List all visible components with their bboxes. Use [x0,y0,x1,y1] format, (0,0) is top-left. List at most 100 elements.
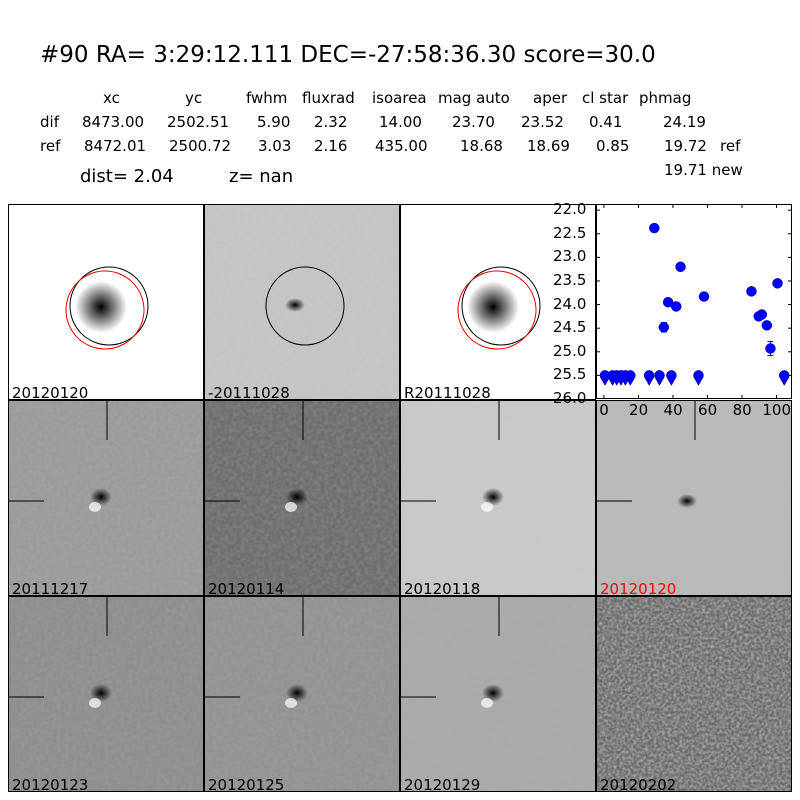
cutout-image [401,597,595,791]
cell-dif-0: 8473.00 [82,113,145,131]
light-curve-plot [596,204,792,400]
cell-ref-4: 435.00 [375,137,428,155]
cutout-panel: R20111028 [400,204,596,400]
cell-ref-5: 18.68 [460,137,503,155]
cutout-image [9,597,203,791]
panel-date-label: 20120114 [208,580,285,596]
panel-date-label: 20120125 [208,776,285,792]
panel-date-label: 20120120 [600,580,677,596]
cell-ref-0: 8472.01 [84,137,147,155]
panel-date-label: 20120118 [404,580,481,596]
cell-ref-3: 2.16 [314,137,348,155]
detection-point [746,286,757,297]
y-tick-label: 24.0 [553,294,587,313]
row-label-dif: dif [40,113,59,131]
detection-point [761,320,773,331]
cutout-panel: -20111028 [204,204,400,400]
upper-limit-point [778,370,790,381]
cutout-image [457,266,541,350]
y-tick-label: 22.5 [553,223,587,242]
noise [597,597,791,791]
panel-date-label: 20120123 [12,776,89,792]
source-residual-bright [89,502,101,512]
source-residual-bright [285,698,297,708]
cutout-image [597,401,791,595]
black-circle [69,266,149,346]
column-header-5: mag auto [438,89,510,107]
cutout-panel: 20120125 [204,596,400,792]
cutout-image [205,401,399,595]
cell-ref-2: 3.03 [258,137,292,155]
red-circle [457,270,537,350]
panel-date-label: 20111217 [12,580,89,596]
y-tick-label: 24.5 [553,318,587,337]
dist-text: dist= 2.04 [80,166,174,187]
y-tick-label: 25.5 [553,365,587,384]
detection-point [670,301,682,312]
source-residual-bright [481,502,493,512]
source-residual-dark [90,488,112,506]
row-label-ref: ref [40,137,61,155]
upper-limit-point [666,370,677,381]
cutout-panel: 20120123 [8,596,204,792]
cutout-panel: 20120118 [400,400,596,596]
cutout-panel: 20120114 [204,400,400,596]
cutout-image [205,205,399,399]
cutout-panel: 20120129 [400,596,596,792]
red-circle [65,270,145,350]
cutout-image [401,401,595,595]
source-residual [285,298,305,312]
column-header-3: fluxrad [302,89,355,107]
source-residual-bright [89,698,101,708]
y-tick-label: 23.5 [553,270,587,289]
detection-point [756,309,768,320]
column-header-7: cl star [582,89,629,107]
cutout-image [597,597,791,791]
source-residual-bright [285,502,297,512]
source-psf [467,281,519,333]
detection-point [658,321,670,333]
z-text: z= nan [229,166,294,187]
panel-date-label: 20120120 [12,384,89,400]
cell-ref-1: 2500.72 [169,137,232,155]
cell-dif-3: 2.32 [314,113,348,131]
column-header-6: aper [533,89,568,107]
black-circle [265,266,345,346]
cell-dif-4: 14.00 [379,113,422,131]
y-tick-label: 26.0 [553,389,587,407]
y-tick-label: 25.0 [553,341,587,360]
black-circle [461,266,541,346]
upper-limit-point [625,370,636,381]
x-tick-label: 80 [732,401,752,419]
source-residual-dark [286,488,308,506]
cell-dif-1: 2502.51 [167,113,230,131]
y-tick-label: 23.0 [553,247,587,266]
source-residual-dark [90,684,112,702]
plot-frame [596,204,792,399]
row-suffix: ref [720,137,741,155]
detection-point [765,343,776,354]
detection-point [772,278,783,289]
column-header-1: yc [185,89,203,107]
source-residual-bright [481,698,493,708]
source-residual-dark [482,488,504,506]
cell-dif-5: 23.70 [452,113,495,131]
y-tick-label: 22.0 [553,200,587,219]
source-residual-dark [482,684,504,702]
x-tick-label: 100 [762,401,791,419]
panel-date-label: 20120202 [600,776,677,792]
source-residual [677,494,697,508]
cutout-panel: 20120120 [596,400,792,596]
panel-date-label: -20111028 [208,384,290,400]
cell-ref-8: 19.72 [664,137,707,155]
column-header-2: fwhm [246,89,288,107]
upper-limit-point [643,370,655,381]
x-tick-label: 20 [629,401,649,419]
upper-limit-point [654,370,665,381]
cutout-panel: 20111217 [8,400,204,596]
x-tick-label: 60 [698,401,718,419]
cell-ref-6: 18.69 [527,137,570,155]
cell-dif-8: 24.19 [663,113,706,131]
upper-limit-point [693,370,704,381]
